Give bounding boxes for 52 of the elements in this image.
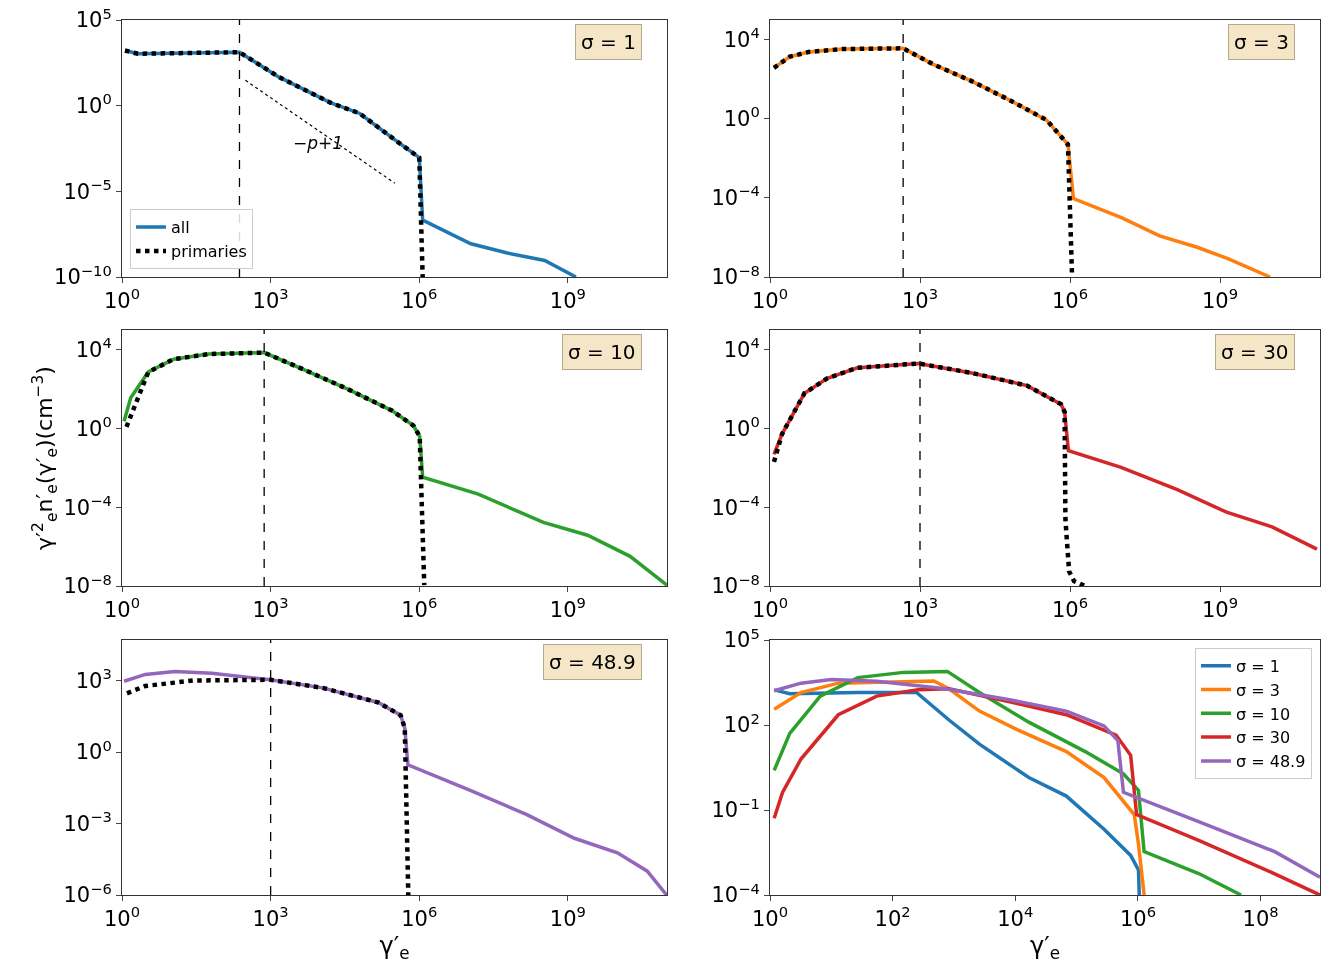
y-tick-label: 10$^{0}$ bbox=[723, 103, 760, 132]
legend-label: σ = 30 bbox=[1235, 728, 1291, 748]
x-tick-label: 10$^{6}$ bbox=[401, 903, 438, 932]
y-tick-label: 10$^{0}$ bbox=[75, 90, 112, 119]
y-tick-label: 10$^{−3}$ bbox=[63, 808, 112, 836]
x-tick-label: 10$^{8}$ bbox=[1242, 903, 1279, 932]
x-tick-label: 10$^{6}$ bbox=[1119, 903, 1157, 932]
x-tick-label: 10$^{3}$ bbox=[252, 285, 289, 314]
annotation: σ = 10 bbox=[568, 340, 636, 364]
x-tick-label: 10$^{3}$ bbox=[901, 594, 939, 623]
y-tick-label: 10$^{5}$ bbox=[75, 4, 112, 33]
x-tick-label: 10$^{9}$ bbox=[549, 903, 586, 932]
y-tick-label: 10$^{4}$ bbox=[75, 334, 112, 363]
x-tick-label: 10$^{3}$ bbox=[901, 285, 939, 314]
annotation: σ = 48.9 bbox=[549, 650, 636, 674]
x-tick-label: 10$^{6}$ bbox=[1051, 285, 1089, 314]
y-tick-label: 10$^{−4}$ bbox=[711, 491, 760, 520]
legend-label: primaries bbox=[171, 242, 247, 262]
x-tick-label: 10$^{9}$ bbox=[549, 285, 586, 314]
x-axis-title: γ′$_{e}$ bbox=[379, 931, 410, 963]
x-tick-label: 10$^{9}$ bbox=[549, 594, 586, 623]
y-tick-label: 10$^{0}$ bbox=[75, 736, 112, 765]
x-tick-label: 10$^{3}$ bbox=[252, 594, 289, 623]
y-tick-label: 10$^{4}$ bbox=[723, 24, 760, 53]
annotation: σ = 30 bbox=[1221, 340, 1289, 364]
x-tick-label: 10$^{3}$ bbox=[252, 903, 289, 932]
y-tick-label: 10$^{0}$ bbox=[723, 412, 760, 441]
x-tick-label: 10$^{6}$ bbox=[401, 285, 438, 314]
y-tick-label: 10$^{−5}$ bbox=[63, 175, 112, 204]
y-tick-label: 10$^{2}$ bbox=[723, 709, 760, 738]
x-tick-label: 10$^{4}$ bbox=[997, 903, 1034, 932]
legend-label: σ = 3 bbox=[1235, 680, 1280, 700]
x-tick-label: 10$^{9}$ bbox=[1201, 285, 1239, 314]
y-tick-label: 10$^{3}$ bbox=[75, 665, 112, 693]
x-axis-title: γ′$_{e}$ bbox=[1030, 931, 1060, 963]
x-tick-label: 10$^{2}$ bbox=[874, 903, 911, 932]
y-tick-label: 10$^{−1}$ bbox=[711, 794, 760, 823]
y-tick-label: 10$^{5}$ bbox=[723, 624, 760, 653]
annotation: −p+1 bbox=[293, 133, 344, 153]
legend-label: σ = 10 bbox=[1235, 704, 1291, 724]
legend-label: σ = 48.9 bbox=[1235, 752, 1306, 772]
y-tick-label: 10$^{0}$ bbox=[75, 412, 112, 441]
y-tick-label: 10$^{−4}$ bbox=[711, 182, 760, 211]
legend-label: σ = 1 bbox=[1235, 656, 1280, 676]
legend-label: all bbox=[171, 218, 190, 238]
y-tick-label: 10$^{−4}$ bbox=[63, 491, 112, 520]
annotation: σ = 3 bbox=[1234, 30, 1289, 54]
annotation: σ = 1 bbox=[581, 30, 636, 54]
y-tick-label: 10$^{4}$ bbox=[723, 334, 760, 363]
x-tick-label: 10$^{6}$ bbox=[1051, 594, 1089, 623]
x-tick-label: 10$^{9}$ bbox=[1201, 594, 1239, 623]
x-tick-label: 10$^{6}$ bbox=[401, 594, 438, 623]
